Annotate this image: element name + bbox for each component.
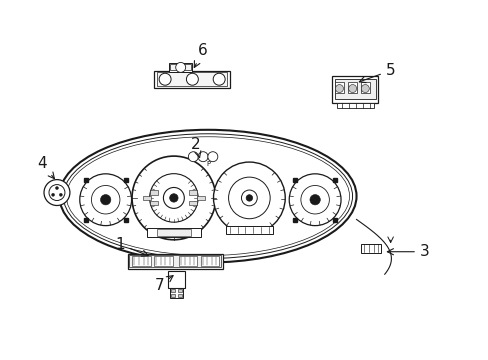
- Circle shape: [228, 177, 269, 219]
- Circle shape: [213, 73, 224, 85]
- Bar: [129, 255, 221, 267]
- Bar: [189, 190, 197, 195]
- Circle shape: [241, 190, 257, 206]
- Bar: [334, 79, 375, 99]
- Bar: [170, 288, 182, 298]
- Bar: [347, 82, 356, 93]
- Bar: [169, 63, 192, 72]
- Circle shape: [51, 193, 55, 196]
- Circle shape: [101, 194, 111, 205]
- Bar: [127, 253, 222, 269]
- Bar: [157, 229, 190, 236]
- Circle shape: [49, 185, 65, 201]
- Bar: [178, 294, 181, 297]
- Circle shape: [300, 185, 329, 214]
- Bar: [132, 256, 151, 266]
- Circle shape: [186, 73, 198, 85]
- Circle shape: [198, 152, 208, 162]
- Circle shape: [132, 156, 215, 240]
- Circle shape: [361, 85, 368, 93]
- Bar: [150, 201, 158, 206]
- Bar: [171, 294, 175, 297]
- Bar: [361, 244, 380, 253]
- Circle shape: [159, 73, 171, 85]
- Bar: [154, 256, 173, 266]
- Bar: [157, 72, 227, 86]
- Bar: [170, 64, 190, 70]
- Circle shape: [335, 85, 343, 93]
- Bar: [200, 256, 219, 266]
- Bar: [334, 82, 343, 93]
- Circle shape: [175, 62, 185, 72]
- Circle shape: [91, 185, 120, 214]
- Ellipse shape: [66, 137, 349, 256]
- Bar: [225, 226, 272, 234]
- Text: P: P: [205, 161, 210, 167]
- Text: 5: 5: [359, 63, 395, 83]
- Circle shape: [169, 194, 178, 202]
- Circle shape: [188, 152, 198, 162]
- Circle shape: [59, 193, 62, 196]
- Circle shape: [288, 174, 340, 226]
- Circle shape: [309, 194, 320, 205]
- Circle shape: [80, 174, 131, 226]
- Ellipse shape: [59, 130, 356, 262]
- Circle shape: [348, 85, 356, 93]
- Bar: [331, 76, 378, 103]
- Bar: [360, 82, 369, 93]
- Bar: [167, 271, 184, 288]
- Circle shape: [149, 174, 198, 222]
- Circle shape: [44, 180, 70, 206]
- Circle shape: [163, 188, 184, 208]
- Circle shape: [213, 162, 285, 234]
- Circle shape: [245, 195, 252, 201]
- Bar: [154, 71, 229, 88]
- Bar: [189, 201, 197, 206]
- Ellipse shape: [63, 134, 352, 258]
- Bar: [336, 103, 373, 108]
- Text: 4: 4: [38, 156, 54, 179]
- Text: 7: 7: [154, 276, 173, 293]
- Text: 2: 2: [191, 137, 201, 158]
- Bar: [171, 289, 175, 292]
- Bar: [179, 256, 197, 266]
- Circle shape: [55, 186, 59, 190]
- Text: 3: 3: [386, 244, 429, 259]
- Text: 6: 6: [194, 44, 207, 67]
- Circle shape: [207, 152, 217, 162]
- Bar: [150, 190, 158, 195]
- Bar: [178, 289, 181, 292]
- Text: 1: 1: [115, 237, 148, 256]
- Bar: [147, 228, 200, 237]
- Bar: [143, 196, 151, 200]
- Bar: [196, 196, 204, 200]
